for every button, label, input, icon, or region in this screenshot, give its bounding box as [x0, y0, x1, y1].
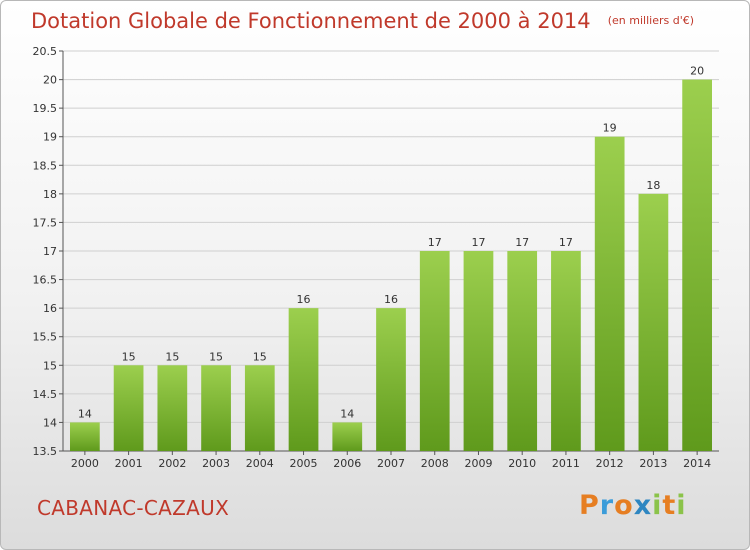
- logo-letter: i: [652, 490, 663, 521]
- data-label: 14: [340, 407, 354, 420]
- logo-letter: t: [662, 490, 677, 521]
- x-tick-label: 2001: [115, 457, 143, 470]
- x-tick-label: 2013: [639, 457, 667, 470]
- bar: [113, 365, 144, 451]
- bars: [69, 79, 713, 452]
- commune-name: CABANAC-CAZAUX: [37, 496, 230, 520]
- y-tick-label: 19.5: [33, 102, 58, 115]
- bar: [157, 365, 188, 451]
- bar: [551, 251, 581, 451]
- data-labels: 14 15 15 15 15 16 14 16 17 17 17 17 19 18 20: [78, 65, 704, 421]
- y-tick-label: 14.5: [33, 388, 58, 401]
- bar: [332, 422, 363, 451]
- y-tick-label: 13.5: [33, 445, 58, 458]
- x-tick-label: 2003: [202, 457, 230, 470]
- y-tick-label: 15: [43, 359, 57, 372]
- y-tick-labels: 13.5 14 14.5 15 15.5 16 16.5 17 17.5 18 18.5 19 19.5…: [33, 45, 58, 458]
- logo-letter: i: [676, 490, 687, 521]
- data-label: 18: [646, 179, 660, 192]
- y-tick-label: 20.5: [33, 45, 58, 58]
- chart-subtitle: (en milliers d'€): [607, 14, 695, 27]
- data-label: 15: [253, 350, 267, 363]
- x-tick-label: 2004: [246, 457, 274, 470]
- x-tick-label: 2000: [71, 457, 99, 470]
- x-tick-label: 2007: [377, 457, 405, 470]
- data-label: 15: [209, 350, 223, 363]
- x-tick-label: 2010: [508, 457, 536, 470]
- x-tick-label: 2005: [290, 457, 318, 470]
- y-tick-label: 15.5: [33, 331, 58, 344]
- x-tick-label: 2006: [333, 457, 361, 470]
- title-line: Dotation Globale de Fonctionnement de 20…: [31, 9, 694, 33]
- y-tick-label: 20: [43, 74, 57, 87]
- bar: [507, 251, 538, 451]
- data-label: 15: [165, 350, 179, 363]
- logo-letter: o: [614, 490, 634, 521]
- x-tick-label: 2009: [464, 457, 492, 470]
- data-label: 19: [603, 122, 617, 135]
- x-tick-label: 2008: [421, 457, 449, 470]
- logo-letter: x: [633, 490, 653, 521]
- data-label: 16: [297, 293, 311, 306]
- bar: [201, 365, 231, 451]
- data-label: 14: [78, 407, 92, 420]
- bar: [638, 193, 669, 451]
- bar: [463, 251, 494, 451]
- bar: [682, 79, 713, 452]
- data-label: 16: [384, 293, 398, 306]
- bar: [288, 308, 319, 451]
- data-label: 17: [428, 236, 442, 249]
- logo-letter: P: [579, 490, 600, 521]
- y-tick-label: 17: [43, 245, 57, 258]
- bar: [594, 136, 625, 451]
- bar: [376, 308, 406, 451]
- y-tick-label: 16: [43, 302, 57, 315]
- y-tick-label: 14: [43, 416, 57, 429]
- data-label: 15: [122, 350, 136, 363]
- x-tick-label: 2002: [158, 457, 186, 470]
- x-tick-labels: 2000 2001 2002 2003 2004 2005 2006 2007 2008 2009…: [71, 457, 711, 470]
- proxiti-logo: Proxiti: [579, 490, 687, 521]
- bar: [419, 251, 450, 451]
- logo-letter: r: [599, 490, 615, 521]
- x-tick-label: 2014: [683, 457, 711, 470]
- data-label: 17: [471, 236, 485, 249]
- y-tick-label: 18.5: [33, 159, 58, 172]
- data-label: 17: [559, 236, 573, 249]
- data-label: 20: [690, 65, 704, 78]
- y-tick-label: 18: [43, 188, 57, 201]
- x-tick-label: 2012: [596, 457, 624, 470]
- y-tick-label: 19: [43, 131, 57, 144]
- chart-title: Dotation Globale de Fonctionnement de 20…: [31, 9, 591, 33]
- x-tick-label: 2011: [552, 457, 580, 470]
- data-label: 17: [515, 236, 529, 249]
- bar: [69, 422, 100, 451]
- y-tick-label: 16.5: [33, 274, 58, 287]
- bar: [244, 365, 275, 451]
- y-tick-label: 17.5: [33, 216, 58, 229]
